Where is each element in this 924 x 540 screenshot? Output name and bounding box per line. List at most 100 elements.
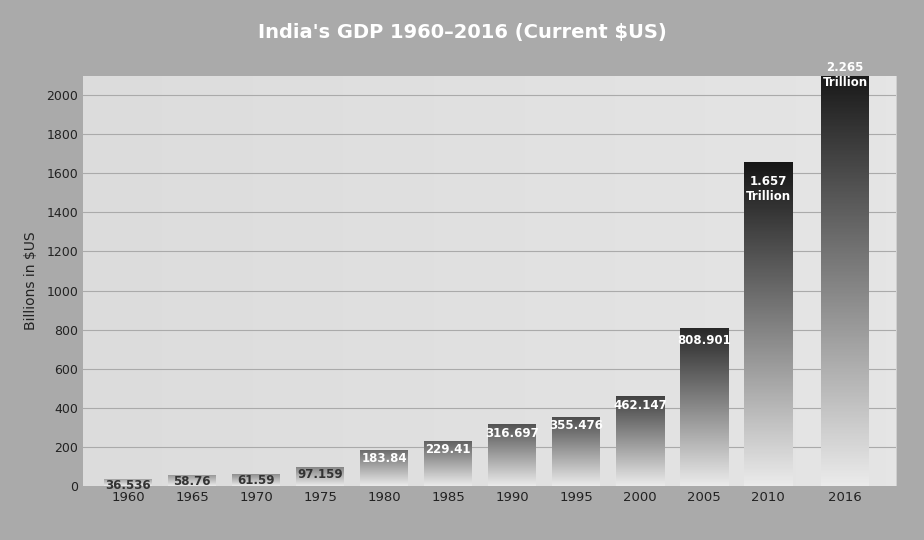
Bar bbox=[821, 200, 869, 201]
Bar bbox=[744, 472, 793, 473]
Bar bbox=[744, 430, 793, 431]
Bar bbox=[744, 484, 793, 485]
Bar bbox=[744, 446, 793, 447]
Bar bbox=[821, 472, 869, 474]
Bar bbox=[744, 383, 793, 384]
Bar bbox=[744, 324, 793, 325]
Bar bbox=[821, 337, 869, 339]
Bar bbox=[821, 334, 869, 335]
Bar bbox=[821, 316, 869, 318]
Text: 355.476: 355.476 bbox=[549, 419, 603, 433]
Bar bbox=[821, 77, 869, 79]
Bar bbox=[744, 257, 793, 258]
Bar bbox=[744, 353, 793, 354]
Bar bbox=[744, 423, 793, 424]
Bar bbox=[744, 436, 793, 437]
Bar bbox=[744, 284, 793, 285]
Bar bbox=[744, 300, 793, 301]
Bar bbox=[821, 285, 869, 287]
Bar bbox=[821, 476, 869, 477]
Bar bbox=[821, 174, 869, 176]
Bar bbox=[821, 103, 869, 104]
Bar bbox=[744, 241, 793, 242]
Bar bbox=[821, 420, 869, 421]
Bar bbox=[821, 437, 869, 439]
Bar bbox=[744, 194, 793, 195]
Bar bbox=[744, 388, 793, 389]
Bar bbox=[744, 217, 793, 218]
Bar bbox=[744, 259, 793, 260]
Bar bbox=[821, 180, 869, 182]
Bar bbox=[821, 208, 869, 210]
Bar bbox=[744, 193, 793, 194]
Text: 183.84: 183.84 bbox=[361, 451, 407, 464]
Bar bbox=[744, 476, 793, 477]
Bar bbox=[744, 326, 793, 327]
Bar bbox=[744, 365, 793, 366]
Bar bbox=[744, 226, 793, 227]
Bar bbox=[744, 456, 793, 457]
Bar bbox=[821, 202, 869, 204]
Bar bbox=[744, 271, 793, 272]
Bar bbox=[821, 107, 869, 109]
Text: 1.657
Trillion: 1.657 Trillion bbox=[746, 175, 791, 203]
Bar bbox=[821, 319, 869, 321]
Bar bbox=[744, 249, 793, 251]
Bar bbox=[821, 430, 869, 431]
Bar bbox=[821, 275, 869, 276]
Text: 316.697: 316.697 bbox=[485, 427, 539, 440]
Bar bbox=[744, 483, 793, 484]
Bar bbox=[821, 418, 869, 420]
Bar bbox=[821, 442, 869, 443]
Bar bbox=[744, 421, 793, 422]
Bar bbox=[744, 389, 793, 390]
Bar bbox=[744, 264, 793, 265]
Bar bbox=[821, 126, 869, 127]
Bar bbox=[744, 327, 793, 328]
Bar bbox=[821, 377, 869, 379]
Bar bbox=[821, 145, 869, 147]
Bar bbox=[821, 222, 869, 224]
Bar bbox=[821, 460, 869, 461]
Bar bbox=[821, 260, 869, 262]
Bar bbox=[744, 252, 793, 253]
Bar bbox=[821, 265, 869, 266]
Bar bbox=[744, 168, 793, 170]
Bar bbox=[744, 296, 793, 297]
Text: 808.901: 808.901 bbox=[677, 334, 731, 347]
Bar bbox=[821, 389, 869, 390]
Bar bbox=[821, 405, 869, 406]
Bar bbox=[744, 245, 793, 246]
Bar bbox=[821, 129, 869, 130]
Bar bbox=[821, 297, 869, 299]
Bar bbox=[744, 313, 793, 314]
Text: 61.59: 61.59 bbox=[237, 475, 274, 488]
Bar bbox=[744, 288, 793, 289]
Bar bbox=[821, 65, 869, 67]
Bar bbox=[821, 219, 869, 220]
Bar bbox=[821, 241, 869, 242]
Bar bbox=[821, 281, 869, 282]
Bar bbox=[821, 393, 869, 395]
Bar bbox=[821, 161, 869, 163]
Bar bbox=[821, 158, 869, 160]
Bar bbox=[744, 206, 793, 207]
Bar bbox=[821, 67, 869, 69]
Bar bbox=[744, 279, 793, 280]
Bar bbox=[821, 73, 869, 75]
Bar bbox=[744, 420, 793, 421]
Bar bbox=[821, 471, 869, 472]
Bar bbox=[744, 330, 793, 332]
Bar bbox=[821, 132, 869, 133]
Bar bbox=[821, 166, 869, 167]
Bar bbox=[821, 214, 869, 216]
Bar bbox=[821, 293, 869, 294]
Bar bbox=[821, 291, 869, 293]
Bar bbox=[744, 382, 793, 383]
Bar bbox=[744, 293, 793, 294]
Bar bbox=[744, 321, 793, 322]
Bar bbox=[744, 405, 793, 406]
Bar bbox=[744, 184, 793, 185]
Bar bbox=[744, 409, 793, 410]
Bar bbox=[821, 328, 869, 329]
